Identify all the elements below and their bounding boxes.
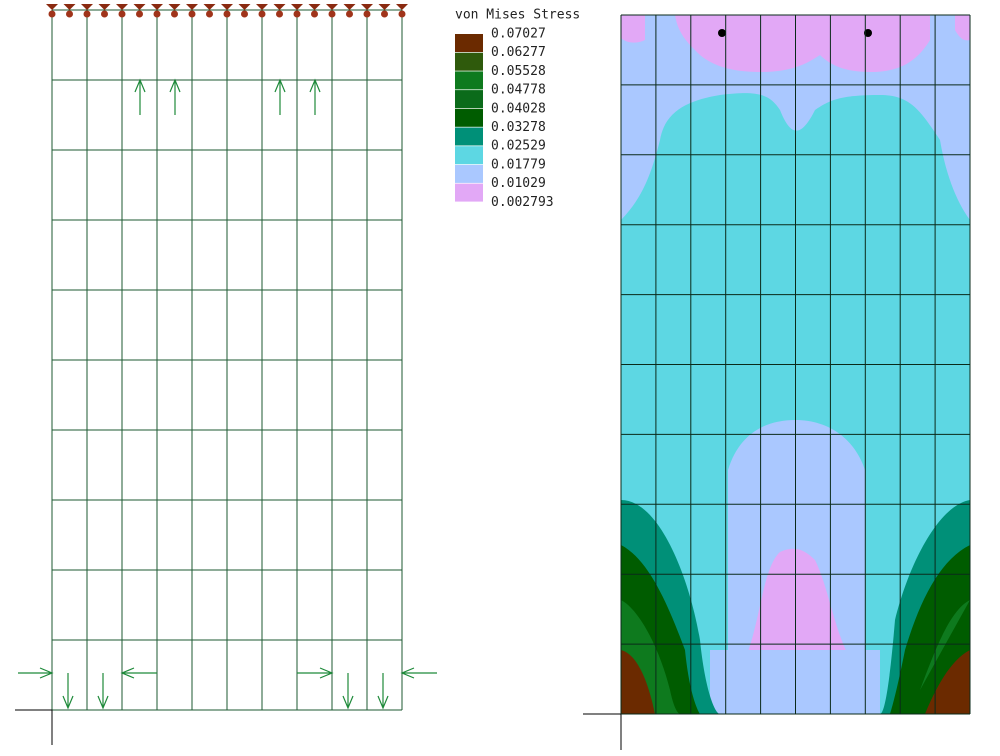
- result-mesh: [620, 14, 971, 715]
- legend-swatch: [455, 164, 483, 183]
- legend-label: 0.01779: [491, 157, 546, 172]
- legend-swatch: [455, 108, 483, 127]
- legend-label: 0.02529: [491, 139, 546, 154]
- support: [361, 4, 373, 10]
- support: [186, 4, 198, 10]
- legend-swatch: [455, 34, 483, 52]
- support-pin: [311, 10, 318, 18]
- support: [81, 4, 93, 10]
- hot-spot: [718, 29, 726, 37]
- legend-label: 0.05528: [491, 64, 546, 79]
- legend-swatch: [455, 183, 483, 202]
- support-pin: [381, 10, 388, 18]
- support: [116, 4, 128, 10]
- support-pin: [48, 10, 56, 18]
- support: [63, 4, 76, 10]
- legend-label: 0.03278: [491, 120, 546, 135]
- support: [308, 4, 321, 10]
- support: [133, 4, 146, 10]
- loads: [18, 78, 437, 710]
- support: [238, 4, 251, 10]
- support: [46, 4, 58, 10]
- support-pin: [206, 10, 213, 18]
- legend-label: 0.07027: [491, 27, 546, 42]
- axes: [15, 709, 622, 750]
- legend-swatch: [455, 90, 483, 109]
- undeformed-mesh: [51, 9, 403, 711]
- support: [168, 4, 181, 10]
- supports: [46, 4, 408, 18]
- support-pin: [188, 10, 196, 18]
- support-pin: [398, 10, 406, 18]
- support-pin: [66, 10, 73, 18]
- support-pin: [153, 10, 161, 18]
- support: [273, 4, 286, 10]
- support-pin: [276, 10, 283, 18]
- legend-label: 0.04778: [491, 83, 546, 98]
- support-pin: [293, 10, 301, 18]
- legend-swatch: [455, 52, 483, 71]
- hot-spot: [864, 29, 872, 37]
- legend-title: von Mises Stress: [455, 8, 580, 23]
- contour-band: [738, 548, 858, 672]
- legend-label: 0.01029: [491, 176, 546, 191]
- support: [343, 4, 356, 10]
- support-pin: [241, 10, 248, 18]
- legend-label: 0.04028: [491, 101, 546, 116]
- support: [256, 4, 268, 10]
- legend-swatch: [455, 71, 483, 90]
- support: [98, 4, 111, 10]
- legend-label: 0.06277: [491, 45, 546, 60]
- support: [221, 4, 233, 10]
- support-pin: [328, 10, 336, 18]
- legend-swatch: [455, 127, 483, 146]
- support-pin: [346, 10, 353, 18]
- support: [378, 4, 391, 10]
- legend: 0.07027 0.06277 0.05528 0.04778 0.04028 0.032…: [455, 27, 554, 210]
- support-pin: [136, 10, 143, 18]
- support: [203, 4, 216, 10]
- legend-label: 0.002793: [491, 195, 554, 210]
- support-pin: [118, 10, 126, 18]
- support: [326, 4, 338, 10]
- contour-band: [675, 15, 930, 72]
- support-pin: [171, 10, 178, 18]
- support-pin: [363, 10, 371, 18]
- support-pin: [258, 10, 266, 18]
- support-pin: [83, 10, 91, 18]
- support-pin: [101, 10, 108, 18]
- support: [291, 4, 303, 10]
- mesh-lines: [51, 9, 403, 711]
- support: [151, 4, 163, 10]
- support: [396, 4, 408, 10]
- support-pin: [223, 10, 231, 18]
- mesh-lines: [620, 14, 971, 715]
- legend-swatch: [455, 146, 483, 165]
